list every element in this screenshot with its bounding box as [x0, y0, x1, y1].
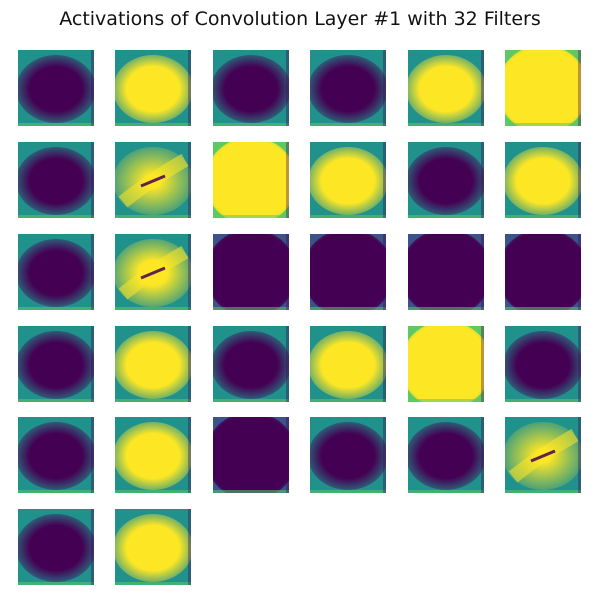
activation-map-22	[310, 326, 386, 402]
activation-map-4	[310, 50, 386, 126]
activation-map-17	[408, 234, 484, 310]
activation-map-29	[408, 417, 484, 493]
activation-map-12	[505, 142, 581, 218]
activation-map-23	[408, 326, 484, 402]
activation-map-28	[310, 417, 386, 493]
activation-map-27	[213, 417, 289, 493]
activation-map-21	[213, 326, 289, 402]
activation-map-20	[115, 326, 191, 402]
activation-map-16	[310, 234, 386, 310]
activation-map-10	[310, 142, 386, 218]
activation-map-25	[18, 417, 94, 493]
chart-title: Activations of Convolution Layer #1 with…	[59, 8, 541, 30]
activation-map-9	[213, 142, 289, 218]
activation-map-6	[505, 50, 581, 126]
activation-map-30	[505, 417, 581, 493]
activation-map-14	[115, 234, 191, 310]
activation-map-2	[115, 50, 191, 126]
activation-map-13	[18, 234, 94, 310]
activation-map-19	[18, 326, 94, 402]
activation-map-18	[505, 234, 581, 310]
activation-map-32	[115, 509, 191, 585]
activation-map-24	[505, 326, 581, 402]
activation-map-1	[18, 50, 94, 126]
activation-map-15	[213, 234, 289, 310]
activation-map-8	[115, 142, 191, 218]
activation-map-11	[408, 142, 484, 218]
activation-map-26	[115, 417, 191, 493]
activation-map-7	[18, 142, 94, 218]
activation-map-31	[18, 509, 94, 585]
activation-map-3	[213, 50, 289, 126]
activation-map-5	[408, 50, 484, 126]
